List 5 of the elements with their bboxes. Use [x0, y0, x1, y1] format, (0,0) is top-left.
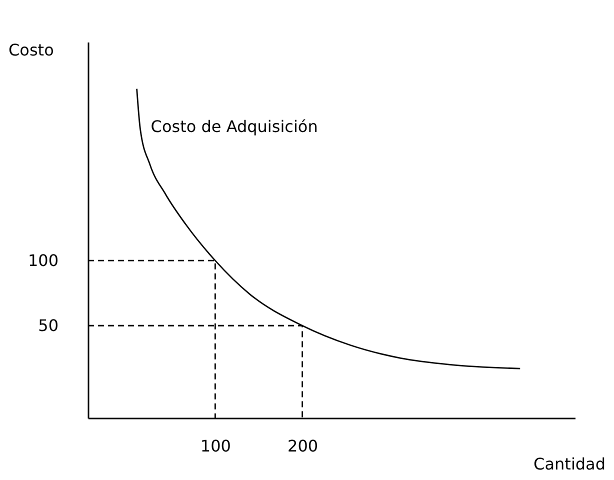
y-axis-title: Costo [8, 40, 54, 60]
series-label: Costo de Adquisición [150, 116, 318, 136]
y-tick-label: 50 [38, 316, 58, 336]
x-axis-title: Cantidad [534, 454, 606, 474]
x-tick-label: 200 [288, 436, 318, 456]
